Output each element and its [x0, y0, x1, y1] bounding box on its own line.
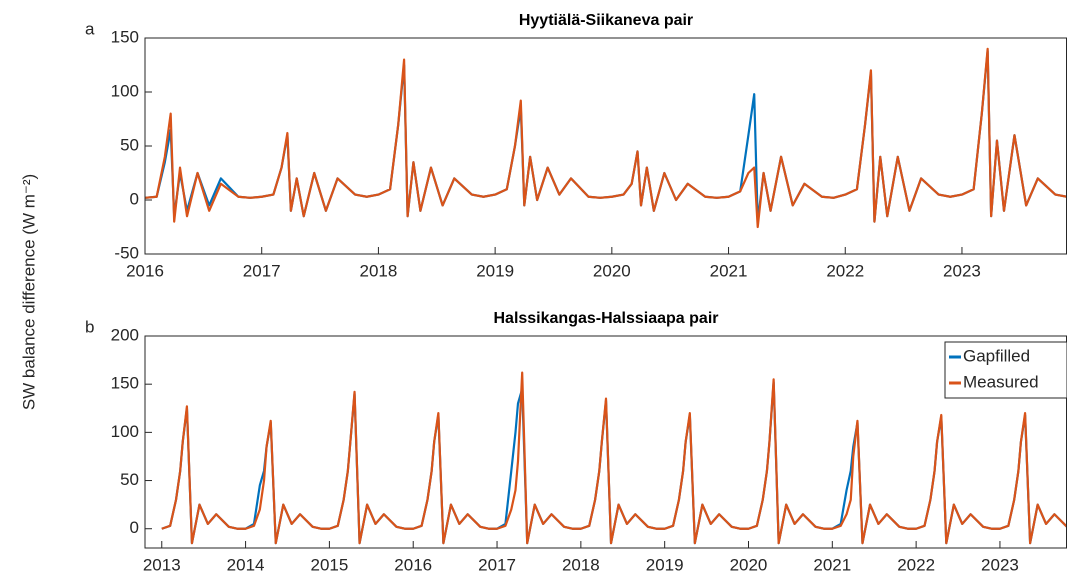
x-tick-label: 2021	[710, 261, 748, 280]
series-line	[161, 371, 1067, 545]
panel-label: a	[85, 19, 95, 38]
series-line	[145, 47, 1067, 229]
x-tick-label: 2018	[562, 555, 600, 574]
x-tick-label: 2014	[227, 555, 265, 574]
y-tick-label: 100	[111, 422, 139, 441]
legend-box	[944, 341, 1067, 399]
x-tick-label: 2013	[143, 555, 181, 574]
plot-area	[161, 371, 1067, 545]
y-tick-label: -50	[114, 243, 139, 262]
chart-title: Halssikangas-Halssiaapa pair	[493, 310, 718, 327]
x-tick-label: 2022	[826, 261, 864, 280]
x-tick-label: 2016	[394, 555, 432, 574]
axes-frame	[144, 335, 1067, 549]
x-tick-label: 2021	[813, 555, 851, 574]
y-tick-label: 50	[120, 135, 139, 154]
y-tick-label: 0	[130, 189, 139, 208]
series-line	[161, 381, 1067, 545]
y-tick-label: 150	[111, 374, 139, 393]
y-tick-label: 200	[111, 325, 139, 344]
x-tick-label: 2016	[126, 261, 164, 280]
x-tick-label: 2019	[476, 261, 514, 280]
chart-title: Hyytiälä-Siikaneva pair	[519, 12, 693, 29]
x-tick-label: 2019	[646, 555, 684, 574]
x-tick-label: 2017	[243, 261, 281, 280]
x-tick-label: 2017	[478, 555, 516, 574]
axes-frame	[144, 37, 1067, 255]
legend-label: Gapfilled	[963, 346, 1030, 365]
x-tick-label: 2023	[943, 261, 981, 280]
x-tick-label: 2020	[593, 261, 631, 280]
legend-label: Measured	[963, 372, 1039, 391]
plot-area	[145, 47, 1067, 229]
x-tick-label: 2020	[730, 555, 768, 574]
x-tick-label: 2022	[897, 555, 935, 574]
y-tick-label: 0	[130, 518, 139, 537]
x-tick-label: 2023	[981, 555, 1019, 574]
x-tick-label: 2015	[310, 555, 348, 574]
y-tick-label: 50	[120, 470, 139, 489]
y-tick-label: 100	[111, 81, 139, 100]
y-axis-label: SW balance difference (W m⁻²)	[19, 174, 38, 410]
x-tick-label: 2018	[360, 261, 398, 280]
panel-label: b	[85, 317, 94, 336]
series-line	[145, 49, 1067, 223]
y-tick-label: 150	[111, 27, 139, 46]
